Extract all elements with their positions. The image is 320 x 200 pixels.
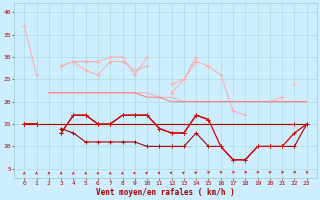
X-axis label: Vent moyen/en rafales ( km/h ): Vent moyen/en rafales ( km/h ) [96, 188, 235, 197]
